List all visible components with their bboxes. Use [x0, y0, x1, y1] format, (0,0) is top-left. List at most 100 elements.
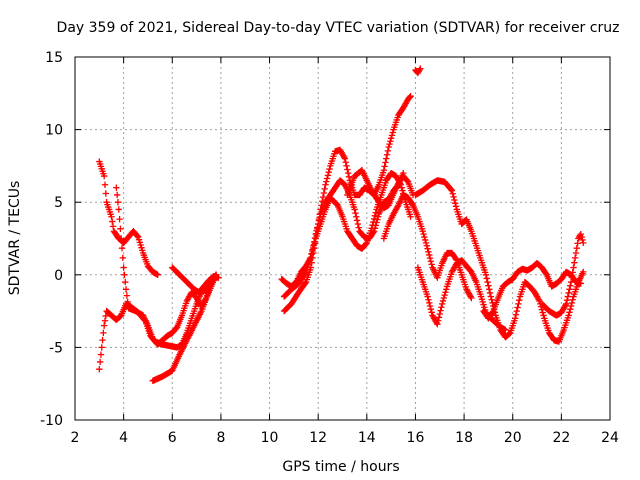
data-point	[483, 275, 490, 282]
data-point	[427, 258, 435, 265]
data-point	[323, 175, 331, 182]
data-point	[502, 326, 509, 334]
data-point	[468, 294, 475, 302]
data-point	[113, 184, 120, 191]
data-point	[563, 300, 570, 308]
data-point	[302, 269, 309, 277]
y-axis-label: SDTVAR / TECUs	[7, 181, 23, 296]
data-point	[563, 297, 571, 304]
data-point	[579, 236, 586, 244]
data-point	[567, 302, 575, 310]
data-point	[383, 155, 390, 162]
series-arc-I	[344, 167, 417, 212]
data-point	[425, 296, 432, 303]
data-point	[436, 310, 443, 318]
x-tick-label: 10	[261, 430, 279, 446]
x-tick-label: 22	[552, 430, 570, 446]
data-point	[154, 271, 161, 278]
data-point	[540, 312, 547, 319]
data-point	[442, 289, 449, 296]
data-point	[425, 248, 432, 256]
data-point	[428, 309, 435, 316]
data-point	[407, 93, 414, 100]
data-point	[355, 224, 362, 231]
data-point	[96, 365, 103, 373]
series-arc-O	[412, 65, 424, 77]
data-point	[421, 233, 428, 241]
data-point	[134, 232, 141, 240]
data-point	[565, 312, 572, 319]
x-tick-label: 6	[168, 430, 177, 446]
data-point	[485, 282, 492, 289]
x-tick-label: 16	[407, 430, 425, 446]
data-point	[386, 140, 393, 148]
data-point	[123, 292, 131, 299]
data-point	[118, 244, 126, 252]
x-tick-label: 18	[455, 430, 473, 446]
data-point	[318, 202, 325, 209]
data-point	[372, 209, 379, 216]
data-point	[421, 236, 429, 244]
data-point	[307, 254, 315, 261]
data-point	[398, 184, 405, 191]
data-point	[370, 215, 378, 223]
data-point	[570, 264, 577, 271]
data-point	[516, 297, 523, 304]
data-point	[486, 289, 494, 297]
series-arc-L	[414, 257, 509, 334]
data-point	[565, 289, 572, 297]
data-point	[486, 286, 493, 293]
y-tick-label: 10	[45, 123, 63, 139]
chart-title: Day 359 of 2021, Sidereal Day-to-day VTE…	[57, 20, 620, 36]
data-point	[567, 305, 574, 313]
data-point	[387, 135, 395, 142]
data-point	[109, 218, 116, 225]
data-point	[388, 132, 396, 139]
data-point	[108, 213, 115, 220]
data-point	[439, 300, 446, 308]
y-tick-label: 0	[54, 268, 63, 284]
data-point	[325, 168, 332, 176]
data-point	[422, 239, 430, 247]
data-point	[122, 278, 129, 286]
data-point	[122, 286, 130, 293]
data-point	[562, 302, 569, 309]
data-point	[450, 193, 457, 201]
series-arc-K	[412, 177, 587, 345]
data-point	[447, 186, 455, 193]
data-point	[98, 344, 105, 351]
data-point	[566, 286, 573, 293]
data-point	[538, 306, 546, 313]
data-point	[310, 241, 318, 248]
plot-frame	[74, 56, 611, 421]
data-point	[344, 166, 351, 173]
data-point	[420, 230, 427, 238]
y-tick-label: 15	[45, 50, 63, 66]
data-point	[109, 223, 117, 230]
data-point	[343, 162, 350, 170]
x-tick-label: 14	[358, 430, 376, 446]
data-point	[320, 189, 328, 197]
data-point	[324, 172, 332, 179]
data-point	[452, 203, 460, 210]
data-point	[440, 294, 448, 302]
data-point	[369, 221, 376, 229]
data-point	[215, 274, 222, 281]
data-point	[564, 293, 572, 300]
data-point	[426, 251, 433, 259]
data-point	[448, 187, 456, 194]
data-point	[118, 235, 125, 242]
data-point	[399, 187, 406, 194]
data-point	[487, 293, 495, 300]
x-tick-label: 12	[309, 430, 327, 446]
data-point	[437, 307, 444, 314]
data-point	[571, 254, 579, 262]
data-point	[406, 93, 413, 101]
data-point	[428, 261, 435, 268]
data-point	[115, 206, 122, 213]
data-point	[451, 196, 458, 204]
data-point	[344, 169, 352, 177]
x-axis-label: GPS time / hours	[282, 459, 399, 475]
data-point	[354, 220, 362, 228]
data-point	[451, 199, 459, 207]
